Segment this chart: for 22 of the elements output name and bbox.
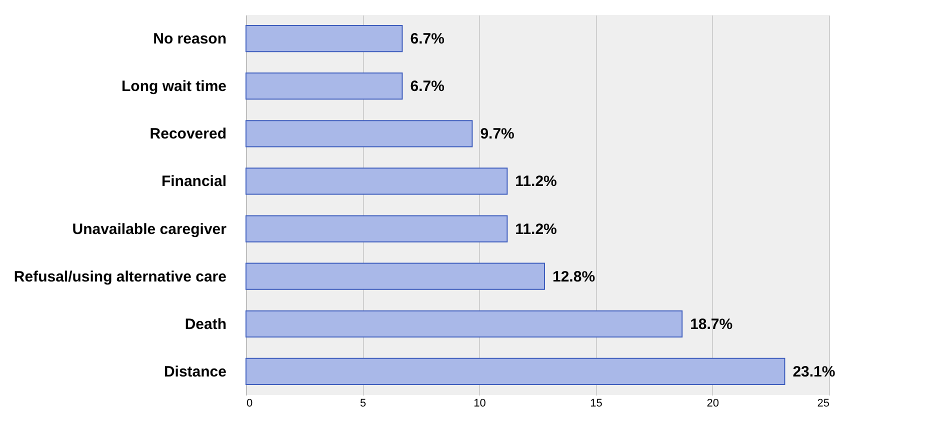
y-tick-label: No reason <box>153 30 226 48</box>
y-tick-label: Recovered <box>150 126 226 143</box>
data-label: 11.2% <box>515 173 557 190</box>
data-label: 18.7% <box>690 316 733 333</box>
y-tick-label: Financial <box>161 173 226 190</box>
x-tick-label: 20 <box>706 398 720 410</box>
data-label: 9.7% <box>480 126 514 143</box>
data-label: 6.7% <box>410 30 444 48</box>
y-tick-label: Unavailable caregiver <box>72 220 227 238</box>
x-tick-label: 25 <box>817 398 830 410</box>
x-tick-label: 5 <box>360 398 366 410</box>
x-tick-label: 0 <box>246 398 253 410</box>
y-tick-label: Refusal/using alternative care <box>14 268 226 286</box>
y-tick-label: Distance <box>164 363 226 380</box>
x-tick-label: 10 <box>474 398 486 410</box>
data-label: 23.1% <box>792 363 836 380</box>
y-tick-label: Long wait time <box>122 78 226 96</box>
x-tick-label: 15 <box>590 398 602 410</box>
data-label: 11.2% <box>515 220 557 238</box>
y-tick-label: Death <box>184 316 226 333</box>
data-label: 6.7% <box>410 78 444 96</box>
data-label: 12.8% <box>552 268 596 286</box>
